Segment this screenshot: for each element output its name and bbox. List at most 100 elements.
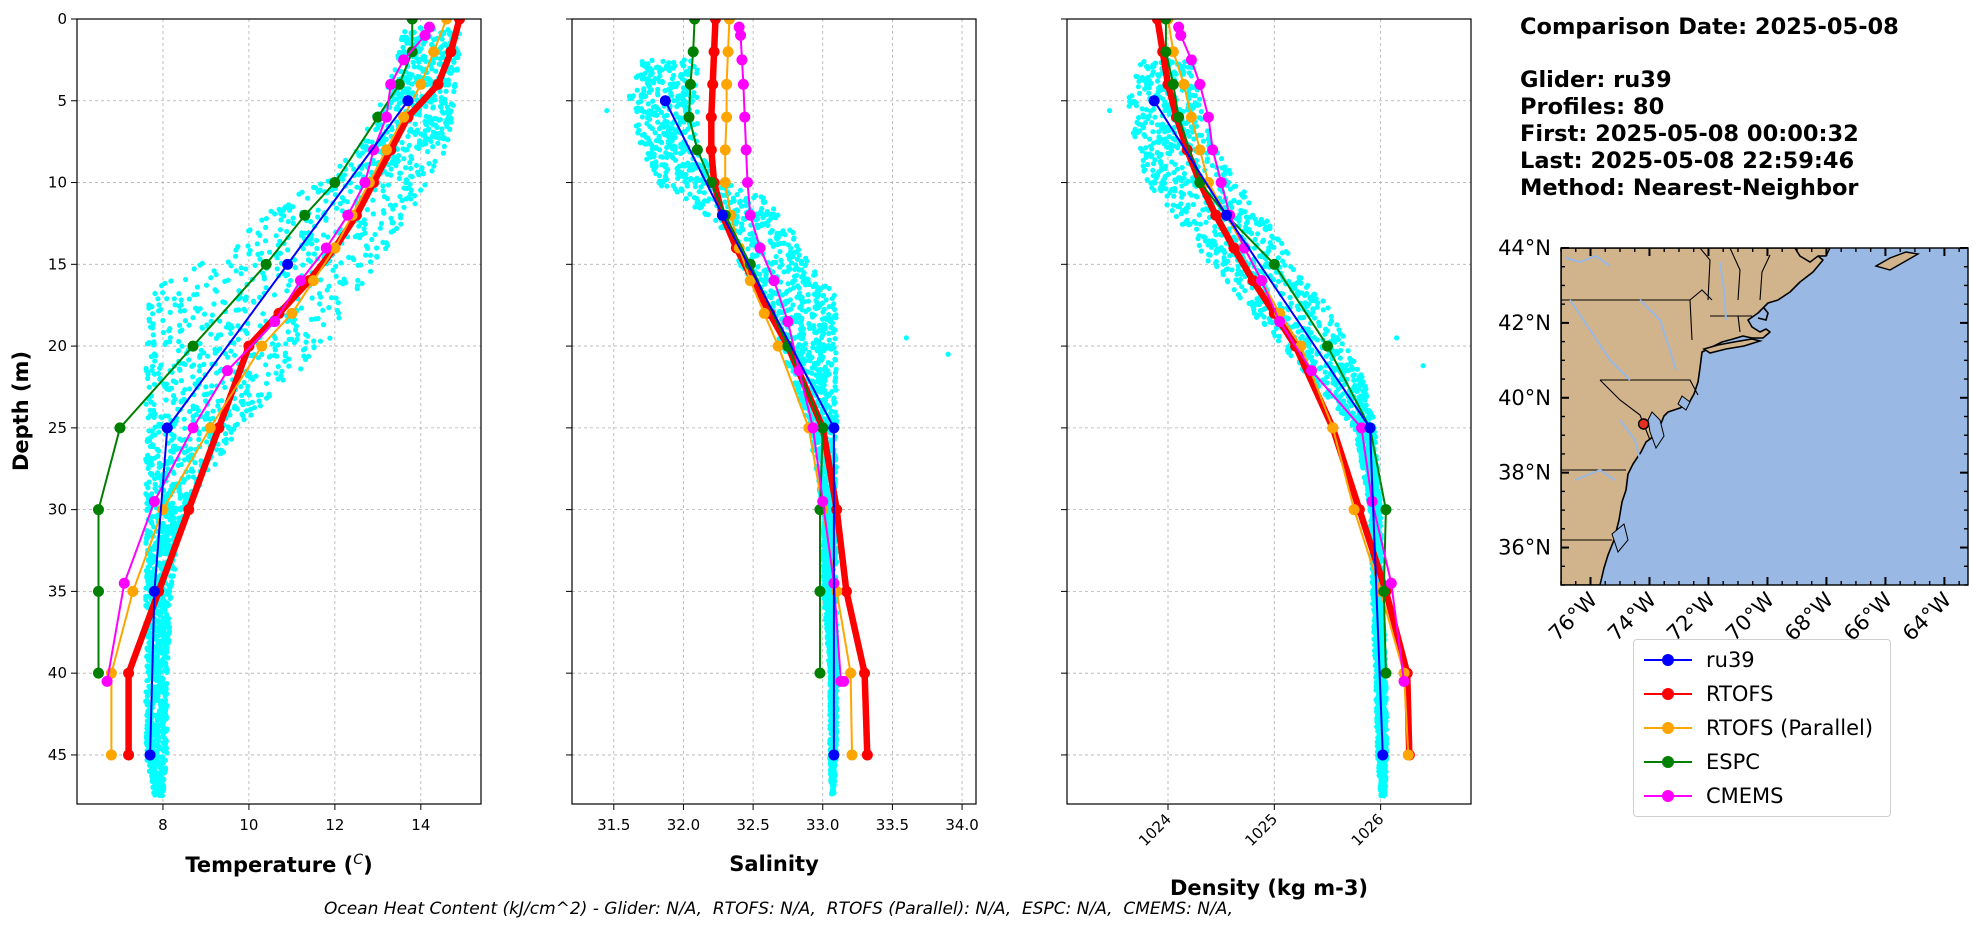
salinity-point-espc <box>683 111 695 123</box>
salinity-scatter-point <box>743 236 749 242</box>
salinity-point-cmems <box>817 495 829 507</box>
temperature-scatter-point <box>167 385 173 392</box>
temperature-scatter-point <box>309 295 315 301</box>
temperature-scatter-point <box>178 297 184 303</box>
salinity-scatter-point <box>700 202 706 208</box>
salinity-scatter-point <box>692 184 699 190</box>
temperature-scatter-point <box>253 373 259 379</box>
temperature-y-tick-label: 40 <box>48 664 67 682</box>
salinity-scatter-point <box>672 186 678 192</box>
temperature-scatter-point <box>162 280 168 286</box>
salinity-scatter-point <box>824 602 830 608</box>
salinity-point-cmems <box>782 316 794 328</box>
temperature-scatter-point <box>152 424 158 430</box>
salinity-point-espc <box>687 46 699 58</box>
temperature-scatter-point <box>215 403 221 409</box>
salinity-scatter-point <box>787 287 793 293</box>
temperature-scatter-point <box>290 220 296 226</box>
salinity-panel: 31.5 32.0 32.5 33.0 33.5 34.0 Salinity <box>566 18 979 876</box>
salinity-scatter-point <box>768 215 774 221</box>
temperature-scatter-point <box>155 673 161 679</box>
temperature-scatter-point <box>160 290 166 296</box>
salinity-scatter-point <box>740 215 746 222</box>
temperature-scatter-point <box>244 408 250 414</box>
temperature-scatter-point <box>418 187 424 193</box>
temperature-scatter-point <box>247 370 253 377</box>
salinity-scatter-point <box>644 80 650 86</box>
temperature-scatter-point <box>423 58 429 64</box>
salinity-scatter-point <box>833 671 840 677</box>
salinity-scatter-point <box>665 139 671 145</box>
temperature-scatter-point <box>405 133 411 139</box>
salinity-scatter-point <box>831 401 837 407</box>
temperature-scatter-point <box>351 166 357 172</box>
salinity-scatter-point <box>754 222 760 228</box>
salinity-scatter-point <box>826 649 833 655</box>
temperature-scatter-point <box>252 262 258 268</box>
temperature-scatter-point <box>182 318 188 324</box>
temperature-scatter-point <box>151 699 157 705</box>
temperature-scatter-point <box>378 220 384 227</box>
salinity-point-rtofs <box>859 667 871 679</box>
salinity-scatter-point <box>829 361 835 367</box>
salinity-scatter-point <box>652 165 658 171</box>
temperature-scatter-point <box>179 343 185 349</box>
salinity-scatter-point <box>687 191 693 197</box>
density-scatter-point <box>1196 212 1202 218</box>
salinity-scatter-point <box>671 59 677 66</box>
temperature-scatter-point <box>326 283 332 289</box>
salinity-point-cmems <box>754 242 766 254</box>
temperature-scatter-point <box>355 277 361 283</box>
temperature-scatter-point <box>390 220 396 226</box>
temperature-scatter-point <box>240 402 246 408</box>
salinity-scatter-point <box>785 242 791 248</box>
temperature-scatter-point <box>190 315 196 321</box>
salinity-scatter-point <box>833 663 840 669</box>
temperature-scatter-point <box>337 201 343 207</box>
temperature-scatter-point <box>404 147 410 153</box>
salinity-scatter-point <box>679 96 685 102</box>
temperature-point-rtofs <box>183 504 195 516</box>
temperature-scatter-point <box>225 354 231 360</box>
temperature-scatter-point <box>254 241 260 247</box>
temperature-scatter-point <box>186 386 193 392</box>
temperature-scatter-point <box>266 249 273 255</box>
temperature-scatter-point <box>156 708 163 714</box>
temperature-scatter-point <box>432 158 438 164</box>
temperature-scatter-point <box>377 102 383 108</box>
temperature-scatter-point <box>251 405 258 411</box>
temperature-scatter-point <box>150 332 156 338</box>
salinity-scatter-point <box>827 668 833 675</box>
temperature-scatter-point <box>169 526 175 532</box>
salinity-scatter-point <box>666 68 673 74</box>
salinity-scatter-point <box>825 634 831 640</box>
salinity-profiles <box>659 19 873 761</box>
temperature-scatter-point <box>255 251 261 257</box>
temperature-scatter-point <box>447 110 453 116</box>
temperature-scatter-point <box>337 163 343 169</box>
salinity-scatter-point <box>828 681 834 687</box>
temperature-scatter-point <box>145 730 151 736</box>
density-scatter-point <box>1322 331 1328 337</box>
temperature-scatter-point <box>162 599 168 605</box>
temperature-scatter-point <box>159 603 165 609</box>
temperature-scatter-point <box>268 208 274 214</box>
temperature-scatter-point <box>417 25 423 31</box>
temperature-scatter-point <box>175 348 182 354</box>
temperature-scatter-point <box>262 238 269 244</box>
temperature-scatter-point <box>173 447 179 453</box>
temperature-scatter-point <box>160 710 166 717</box>
temperature-scatter-point <box>355 262 361 268</box>
temperature-scatter-point <box>417 138 423 144</box>
temperature-scatter-point <box>256 398 262 404</box>
depth-y-label: Depth (m) <box>9 351 33 471</box>
salinity-scatter-point <box>641 88 647 95</box>
temperature-scatter-point <box>192 460 198 466</box>
temperature-scatter-point <box>275 342 281 348</box>
temperature-scatter-point <box>429 168 435 174</box>
temperature-scatter-point <box>147 563 153 569</box>
temperature-scatter-point <box>182 387 188 393</box>
temperature-scatter-point <box>201 350 207 356</box>
salinity-scatter-point <box>786 266 792 273</box>
salinity-scatter-point <box>674 166 680 172</box>
